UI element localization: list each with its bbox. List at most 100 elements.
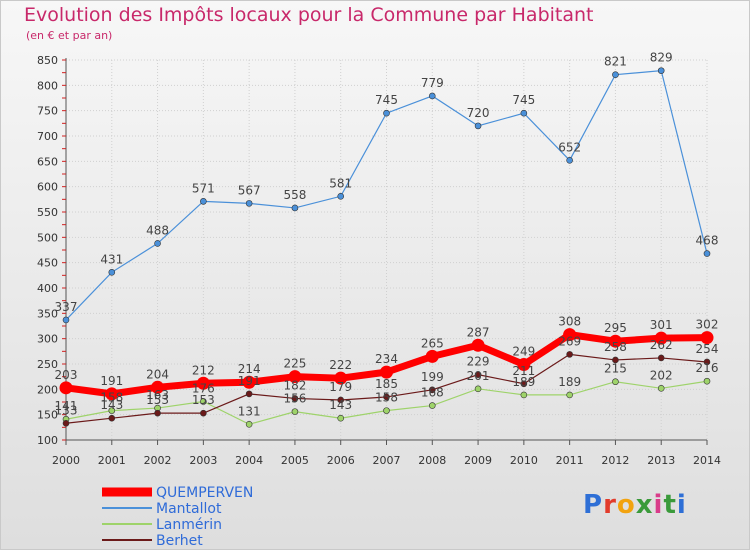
- data-label: 468: [696, 234, 719, 248]
- data-label: 203: [55, 368, 78, 382]
- data-label: 567: [238, 183, 261, 197]
- data-label: 571: [192, 181, 215, 195]
- data-point: [703, 358, 711, 366]
- data-point: [108, 407, 116, 414]
- data-label: 176: [192, 381, 215, 395]
- x-tick-label: 2001: [98, 454, 126, 467]
- data-point: [566, 351, 573, 358]
- logo-letter: x: [635, 490, 654, 520]
- data-point: [288, 370, 302, 384]
- data-point: [383, 393, 390, 401]
- data-label: 214: [238, 362, 261, 376]
- data-point: [245, 420, 253, 428]
- data-label: 212: [192, 363, 215, 377]
- data-label: 202: [650, 368, 673, 382]
- legend-label: Lanmérin: [156, 517, 222, 533]
- y-tick-label: 250: [37, 358, 58, 371]
- x-tick-label: 2014: [693, 454, 721, 467]
- proxiti-logo: Proxiti: [583, 490, 687, 520]
- data-label: 131: [238, 404, 261, 418]
- data-label: 269: [558, 334, 581, 348]
- data-point: [291, 204, 299, 212]
- data-point: [517, 358, 531, 372]
- data-label: 182: [283, 378, 306, 392]
- data-point: [245, 200, 253, 207]
- chart-title: Evolution des Impôts locaux pour la Comm…: [24, 4, 594, 26]
- data-label: 158: [375, 391, 398, 405]
- data-point: [612, 356, 619, 364]
- data-label: 204: [146, 367, 169, 381]
- data-point: [151, 380, 165, 394]
- data-point: [154, 240, 161, 247]
- y-tick-label: 450: [37, 257, 58, 270]
- legend-label: QUEMPERVEN: [156, 485, 253, 501]
- y-tick-label: 300: [37, 333, 58, 346]
- data-label: 258: [604, 340, 627, 354]
- legend-label: Mantallot: [156, 501, 222, 517]
- data-point: [200, 198, 207, 205]
- data-point: [700, 331, 714, 345]
- y-tick-label: 700: [37, 130, 58, 143]
- data-point: [474, 122, 482, 130]
- data-label: 287: [467, 325, 490, 339]
- data-label: 249: [512, 345, 535, 359]
- data-point: [612, 71, 619, 78]
- data-label: 581: [329, 176, 352, 190]
- data-label: 720: [467, 106, 490, 120]
- data-point: [383, 109, 390, 117]
- data-label: 745: [375, 93, 398, 107]
- data-label: 191: [238, 374, 261, 388]
- chart-subtitle: (en € et par an): [26, 29, 113, 42]
- data-point: [657, 67, 665, 74]
- data-point: [380, 365, 393, 379]
- data-point: [337, 396, 345, 404]
- data-point: [200, 409, 207, 417]
- data-label: 185: [375, 377, 398, 391]
- data-label: 431: [100, 252, 123, 266]
- data-point: [520, 380, 528, 388]
- data-point: [703, 377, 711, 385]
- data-point: [62, 419, 70, 427]
- y-tick-label: 750: [37, 105, 58, 118]
- data-point: [474, 385, 482, 393]
- data-labels: 337 431 488 571 567 558 581 745 779 720 745 652 821 8…: [55, 51, 719, 419]
- data-point: [612, 378, 619, 386]
- x-tick-label: 2009: [464, 454, 492, 467]
- y-tick-label: 850: [37, 54, 58, 67]
- series-group: [59, 67, 714, 428]
- logo-letter: o: [616, 490, 636, 520]
- data-label: 652: [558, 140, 581, 154]
- y-tick-label: 350: [37, 307, 58, 320]
- y-tick-label: 600: [37, 181, 58, 194]
- data-point: [566, 157, 573, 164]
- data-point: [563, 328, 577, 342]
- y-tick-label: 500: [37, 231, 58, 244]
- data-label: 141: [55, 399, 78, 413]
- data-point: [657, 354, 665, 362]
- axes: 100 150 200 250 300 350 400 450 500 550 600 650 700 7…: [37, 54, 721, 467]
- data-point: [154, 409, 161, 417]
- data-point: [657, 385, 665, 392]
- data-point: [196, 376, 210, 390]
- data-point: [291, 395, 299, 402]
- data-point: [428, 402, 436, 409]
- y-tick-label: 550: [37, 206, 58, 219]
- data-point: [520, 109, 528, 117]
- data-label: 201: [467, 369, 490, 383]
- data-point: [428, 92, 436, 100]
- logo-letter: i: [676, 490, 687, 520]
- data-label: 295: [604, 321, 627, 335]
- data-point: [108, 414, 116, 422]
- x-tick-label: 2000: [52, 454, 80, 467]
- data-point: [62, 316, 70, 324]
- data-label: 301: [650, 318, 673, 332]
- data-label: 189: [512, 375, 535, 389]
- data-label: 265: [421, 336, 444, 350]
- x-tick-label: 2011: [556, 454, 584, 467]
- logo-letter: r: [603, 490, 617, 520]
- data-label: 215: [604, 362, 627, 376]
- y-tick-label: 400: [37, 282, 58, 295]
- data-label: 234: [375, 352, 398, 366]
